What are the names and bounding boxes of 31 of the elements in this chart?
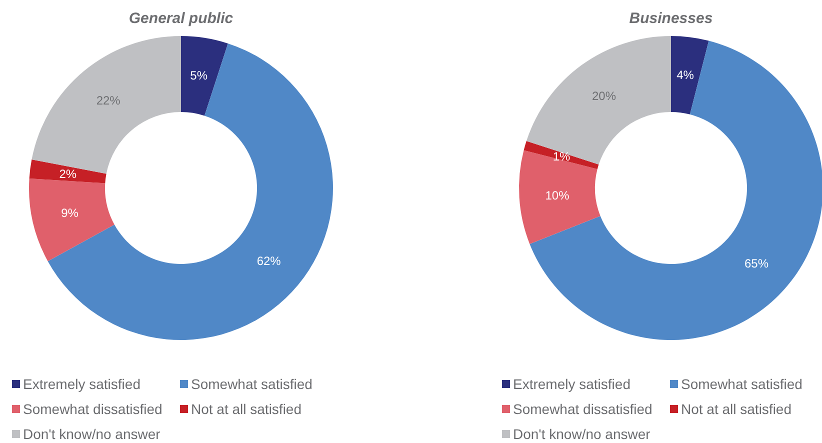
data-label: 4% bbox=[676, 68, 694, 82]
donut-slice bbox=[48, 43, 333, 340]
legend-label: Don't know/no answer bbox=[513, 426, 651, 442]
legend-label: Not at all satisfied bbox=[681, 401, 792, 417]
data-label: 65% bbox=[744, 256, 769, 271]
donut-slice bbox=[29, 178, 114, 262]
legend-label: Don't know/no answer bbox=[23, 426, 161, 442]
legend-label: Somewhat satisfied bbox=[681, 376, 802, 392]
chart-title: General public bbox=[128, 10, 234, 27]
legend-label: Not at all satisfied bbox=[191, 401, 302, 417]
donut-slice bbox=[526, 36, 671, 165]
data-label: 20% bbox=[592, 88, 616, 103]
donut-slice bbox=[671, 36, 709, 114]
donut-slice bbox=[530, 40, 822, 340]
legend-label: Extremely satisfied bbox=[23, 376, 140, 392]
legend-label: Extremely satisfied bbox=[513, 376, 630, 392]
data-label: 2% bbox=[59, 166, 77, 181]
legend-label: Somewhat dissatisfied bbox=[23, 401, 162, 417]
legend-label: Somewhat satisfied bbox=[191, 376, 312, 392]
donut-slice bbox=[181, 36, 228, 116]
data-label: 22% bbox=[96, 93, 121, 108]
donut-slice bbox=[29, 160, 106, 184]
legend-label: Somewhat dissatisfied bbox=[513, 401, 652, 417]
data-label: 9% bbox=[61, 206, 79, 220]
data-label: 62% bbox=[256, 254, 282, 268]
chart-title: Businesses bbox=[629, 10, 713, 27]
data-label: 10% bbox=[545, 188, 570, 202]
donut-slice bbox=[524, 141, 599, 170]
data-label: 1% bbox=[552, 149, 571, 164]
donut-slice bbox=[519, 150, 600, 244]
data-label: 5% bbox=[190, 68, 208, 83]
